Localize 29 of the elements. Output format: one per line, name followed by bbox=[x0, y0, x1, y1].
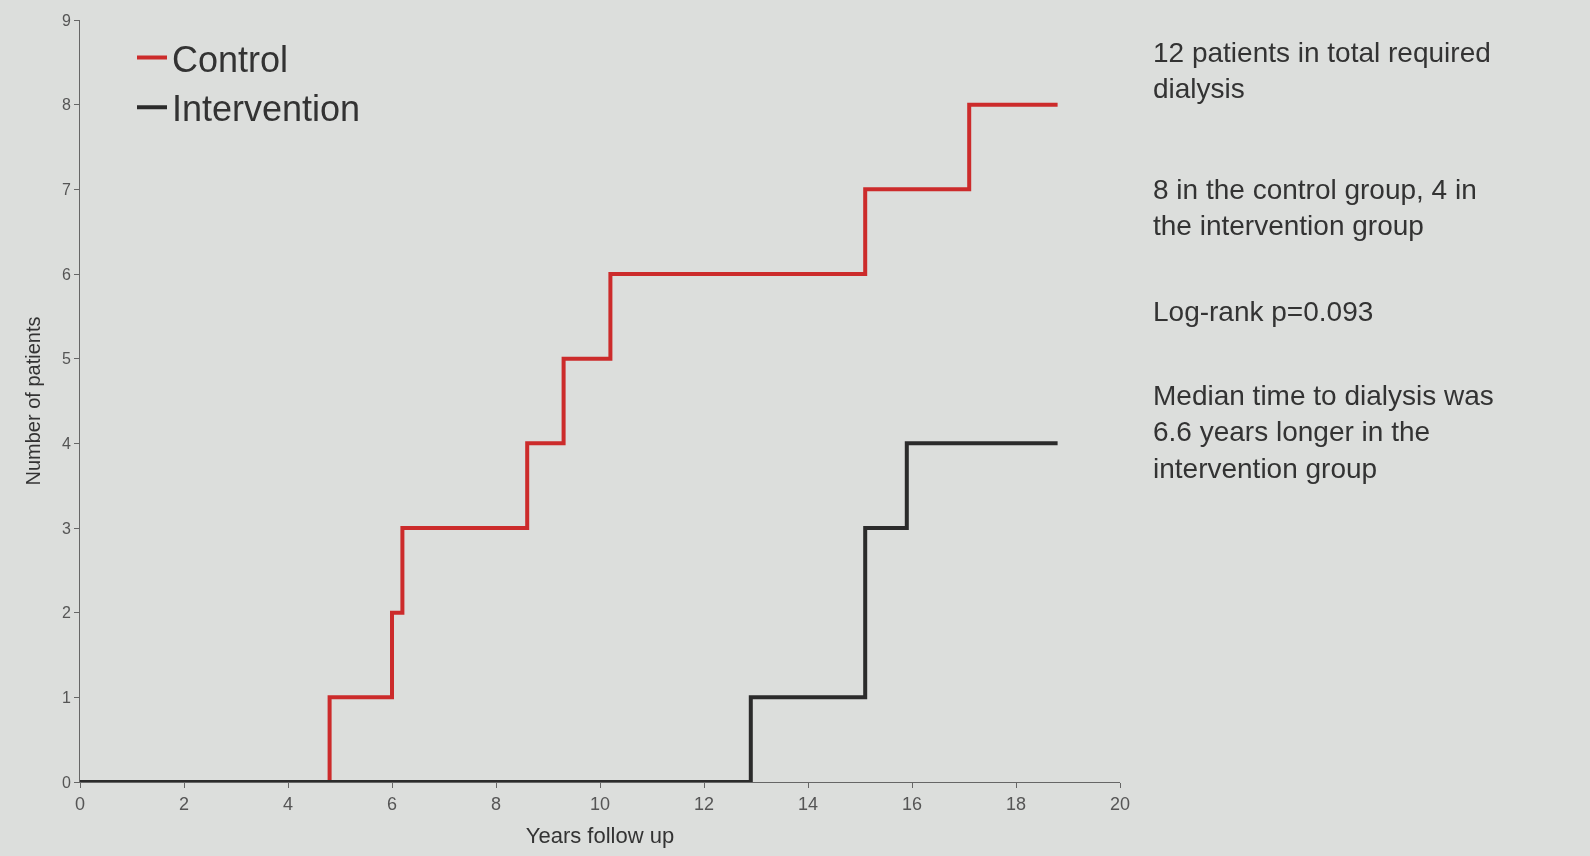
y-tick-label: 0 bbox=[61, 773, 71, 791]
text: 12 patients in total required dialysis bbox=[1153, 37, 1491, 105]
text: Log-rank p=0.093 bbox=[1153, 296, 1374, 327]
y-axis-title: Number of patients bbox=[22, 316, 45, 486]
x-tick-label: 0 bbox=[74, 793, 86, 814]
text: 8 in the control group, 4 in the intervention group bbox=[1153, 174, 1477, 242]
y-tick-label: 6 bbox=[61, 265, 71, 283]
legend-label: Control bbox=[172, 38, 289, 80]
x-tick-label: 20 bbox=[1109, 793, 1131, 814]
x-tick-label: 16 bbox=[901, 793, 923, 814]
x-tick-label: 2 bbox=[178, 793, 190, 814]
x-axis-title: Years follow up bbox=[525, 823, 675, 849]
y-tick-label: 3 bbox=[61, 519, 71, 537]
x-tick-label: 14 bbox=[797, 793, 819, 814]
y-tick-label: 8 bbox=[61, 96, 71, 114]
y-tick-label: 1 bbox=[61, 688, 71, 706]
y-tick-label: 2 bbox=[61, 604, 71, 622]
x-tick-label: 18 bbox=[1005, 793, 1027, 814]
y-tick-label: 7 bbox=[61, 180, 71, 198]
x-tick-label: 4 bbox=[282, 793, 294, 814]
y-tick-label: 9 bbox=[61, 11, 71, 29]
text: Median time to dialysis was 6.6 years longer in the intervention group bbox=[1153, 380, 1494, 484]
x-tick-label: 8 bbox=[490, 793, 502, 814]
x-tick-label: 6 bbox=[386, 793, 398, 814]
y-tick-label: 4 bbox=[61, 434, 71, 452]
legend-label: Intervention bbox=[172, 88, 361, 130]
y-tick-label: 5 bbox=[61, 350, 71, 368]
x-tick-label: 10 bbox=[589, 793, 611, 814]
x-tick-label: 12 bbox=[693, 793, 715, 814]
